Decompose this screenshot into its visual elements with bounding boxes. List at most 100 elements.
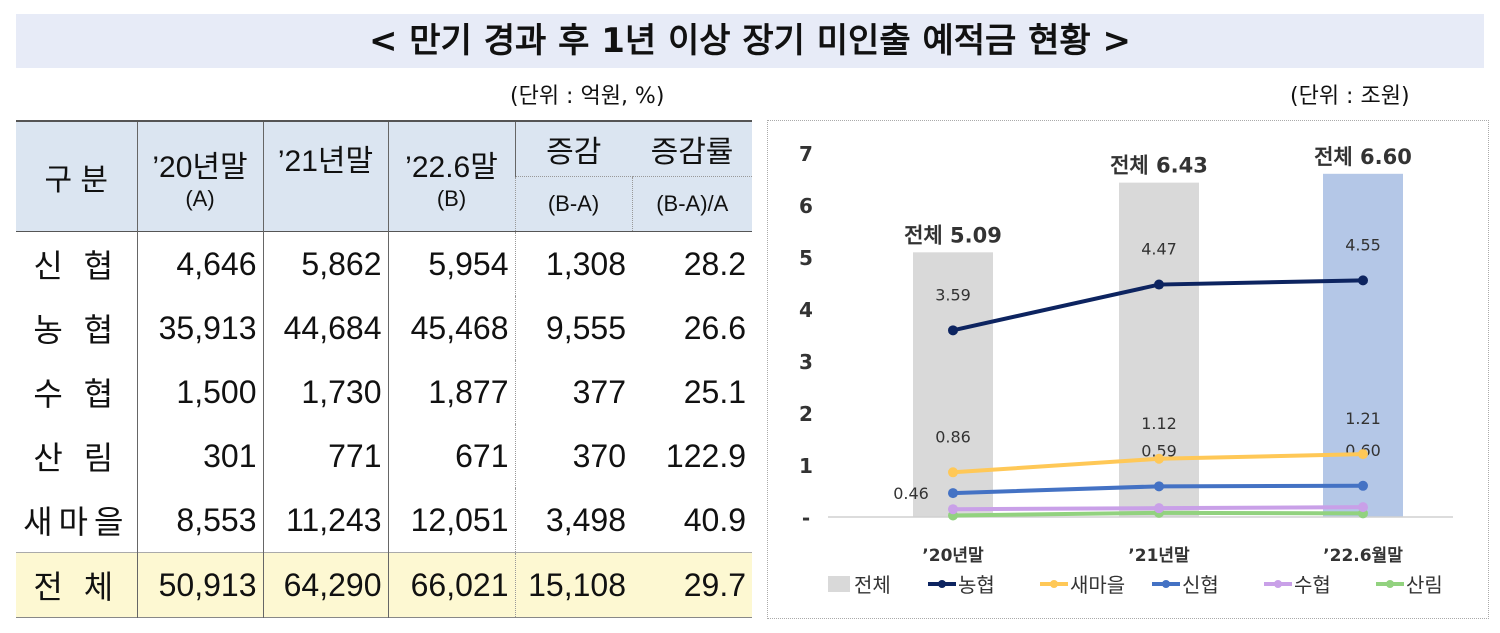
- header-2021: ’21년말: [262, 120, 388, 232]
- row-value: 4,646: [136, 231, 263, 296]
- row-value: 1,730: [262, 360, 388, 424]
- table-row: 신 협 4,646 5,862 5,954 1,308 28.2: [16, 231, 752, 296]
- header-2020: ’20년말 (A): [136, 120, 263, 232]
- legend-label: 수협: [1294, 573, 1331, 597]
- row-name: 농 협: [33, 312, 120, 348]
- legend-label: 산림: [1406, 573, 1443, 597]
- y-tick-label: 4: [799, 298, 813, 322]
- row-value: 66,021: [387, 552, 515, 618]
- data-label: 0.46: [893, 484, 929, 503]
- row-name: 신 협: [16, 231, 137, 296]
- bar-label: 전체 5.09: [904, 223, 1002, 247]
- data-point: [1154, 279, 1164, 290]
- row-value: 8,553: [136, 488, 263, 553]
- row-value: 301: [136, 424, 263, 488]
- row-value: 1,877: [387, 360, 515, 424]
- header-category: 구 분: [16, 120, 137, 232]
- x-tick-label: ’22.6월말: [1323, 545, 1403, 566]
- data-point: [1358, 502, 1368, 513]
- y-tick-label: 3: [799, 350, 813, 374]
- deposit-table: 구 분 ’20년말 (A) ’21년말 ’22.6말 (B) 증감 증감률 (B-A…: [16, 120, 752, 618]
- data-point: [948, 504, 958, 515]
- legend-marker: [938, 580, 946, 588]
- row-name: 새마을: [23, 504, 130, 540]
- row-value: 9,555: [514, 296, 632, 360]
- table-row: 새마을 8,553 11,243 12,051 3,498 40.9: [16, 488, 752, 553]
- data-label: 1.12: [1141, 414, 1177, 433]
- chart-unit: (단위 : 조원): [1290, 84, 1410, 109]
- row-value: 11,243: [262, 488, 388, 553]
- data-point: [948, 325, 958, 336]
- row-value: 25.1: [683, 373, 746, 410]
- legend-marker: [1274, 580, 1282, 588]
- data-label: 4.55: [1345, 235, 1381, 254]
- legend-marker: [1386, 580, 1394, 588]
- bar-label: 전체 6.43: [1110, 154, 1208, 178]
- row-value: 64,290: [262, 552, 388, 618]
- row-value: 35,913: [136, 296, 263, 360]
- y-tick-label: -: [802, 506, 810, 530]
- legend-label: 새마을: [1070, 573, 1125, 597]
- table-row: 산 림 301 771 671 370 122.9: [16, 424, 752, 488]
- table-unit: (단위 : 억원, %): [510, 84, 665, 109]
- data-label: 1.21: [1345, 409, 1381, 428]
- row-value: 370: [514, 424, 632, 488]
- row-value: 3,498: [514, 488, 632, 553]
- data-point: [1358, 480, 1368, 491]
- row-value: 5,954: [387, 231, 515, 296]
- y-tick-label: 6: [799, 194, 813, 218]
- row-name: 수 협: [33, 376, 120, 412]
- row-value: 1,500: [136, 360, 263, 424]
- x-tick-label: ’20년말: [922, 545, 984, 566]
- data-label: 0.59: [1141, 441, 1177, 460]
- bar-total: [1323, 173, 1403, 518]
- data-label: 0.86: [935, 427, 971, 446]
- header-change-rate: 증감률: [632, 120, 752, 177]
- data-point: [1358, 449, 1368, 460]
- data-point: [1358, 275, 1368, 286]
- data-point: [948, 488, 958, 499]
- table-row: 전 체 50,913 64,290 66,021 15,108 29.7: [16, 552, 752, 618]
- row-value: 28.2: [632, 231, 752, 296]
- legend-swatch-total: [828, 576, 850, 592]
- row-value: 771: [262, 424, 388, 488]
- row-value: 15,108: [514, 552, 632, 618]
- data-point: [1154, 503, 1164, 514]
- row-value: 671: [387, 424, 515, 488]
- row-value: 40.9: [683, 501, 746, 538]
- row-value: 122.9: [665, 437, 746, 474]
- table-row: 수 협 1,500 1,730 1,877 377 25.1: [16, 360, 752, 424]
- header-change-sub: (B-A): [514, 176, 632, 232]
- legend-label: 전체: [854, 573, 891, 597]
- header-change: 증감: [514, 120, 632, 177]
- data-point: [1154, 481, 1164, 492]
- row-value: 377: [514, 360, 632, 424]
- row-value: 12,051: [387, 488, 515, 553]
- legend-label: 신협: [1182, 573, 1219, 597]
- y-tick-label: 2: [799, 402, 813, 426]
- row-name: 산 림: [33, 440, 120, 476]
- row-value: 29.7: [632, 552, 752, 618]
- row-name: 전 체: [16, 552, 137, 618]
- legend-marker: [1162, 580, 1170, 588]
- legend-marker: [1050, 580, 1058, 588]
- y-tick-label: 1: [799, 454, 813, 478]
- row-value: 45,468: [387, 296, 515, 360]
- data-label: 3.59: [935, 285, 971, 304]
- y-tick-label: 5: [799, 246, 813, 270]
- row-value: 1,308: [514, 231, 632, 296]
- header-change-rate-sub: (B-A)/A: [631, 176, 752, 232]
- bar-label: 전체 6.60: [1314, 145, 1412, 169]
- table-row: 농 협 35,913 44,684 45,468 9,555 26.6: [16, 296, 752, 360]
- legend-label: 농협: [958, 573, 995, 597]
- y-tick-label: 7: [799, 142, 813, 166]
- x-tick-label: ’21년말: [1128, 545, 1190, 566]
- bar-total: [1119, 182, 1199, 517]
- row-value: 5,862: [262, 231, 388, 296]
- data-label: 4.47: [1141, 240, 1177, 259]
- page-title: < 만기 경과 후 1년 이상 장기 미인출 예적금 현황 >: [16, 14, 1484, 68]
- row-value: 44,684: [262, 296, 388, 360]
- row-value: 50,913: [136, 552, 263, 618]
- row-value: 26.6: [683, 309, 746, 346]
